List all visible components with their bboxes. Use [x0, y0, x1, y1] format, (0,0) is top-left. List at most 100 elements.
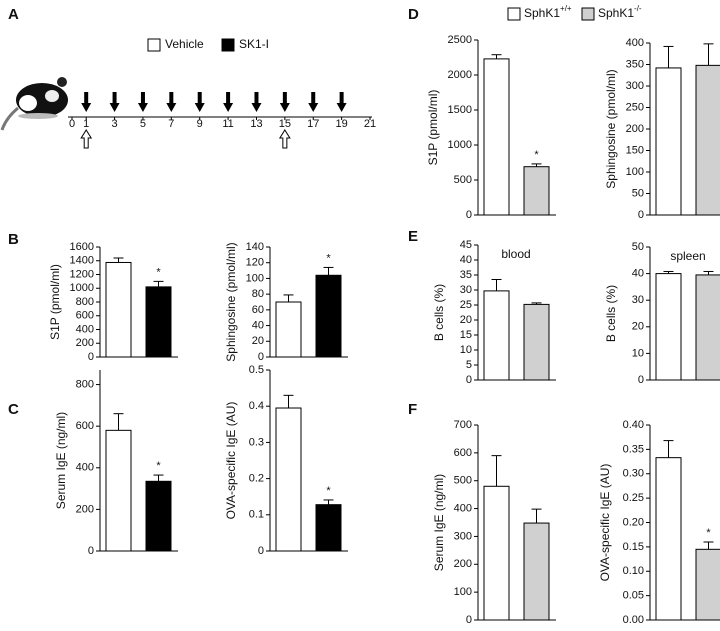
- timeline-tick-label: 0: [69, 118, 75, 130]
- y-tick-label: 400: [626, 37, 644, 49]
- timeline-tick-label: 17: [307, 118, 319, 130]
- y-tick-label: 250: [626, 101, 644, 113]
- bar: [275, 301, 302, 358]
- y-tick-label: 0: [638, 374, 644, 386]
- significance-mark: *: [706, 527, 711, 539]
- y-tick-label: 0.35: [623, 443, 644, 455]
- timeline-tick-label: 21: [364, 118, 376, 130]
- y-tick-label: 120: [246, 257, 264, 269]
- y-tick-label: 25: [460, 299, 472, 311]
- subtitle: spleen: [670, 249, 705, 263]
- y-tick-label: 2500: [448, 34, 472, 46]
- panel-label: F: [408, 401, 417, 418]
- timeline-tick-label: 5: [140, 118, 146, 130]
- y-tick-label: 0.30: [623, 468, 644, 480]
- y-tick-label: 500: [454, 475, 472, 487]
- y-tick-label: 0.3: [249, 436, 264, 448]
- timeline-tick-label: 19: [335, 118, 347, 130]
- significance-mark: *: [326, 485, 331, 497]
- legend-swatch: [221, 38, 235, 52]
- legend-label: SphK1+/+: [524, 4, 572, 20]
- y-tick-label: 1400: [70, 255, 94, 267]
- bar: [655, 273, 682, 381]
- y-tick-label: 30: [460, 284, 472, 296]
- y-tick-label: 700: [454, 419, 472, 431]
- y-tick-label: 0.4: [249, 400, 264, 412]
- y-axis-label: Sphingosine (pmol/ml): [224, 242, 238, 361]
- y-tick-label: 60: [252, 304, 264, 316]
- y-tick-label: 20: [632, 321, 644, 333]
- significance-mark: *: [156, 266, 161, 278]
- treatment-arrow: [166, 92, 177, 112]
- timeline-tick-label: 9: [197, 118, 203, 130]
- treatment-arrow: [137, 92, 148, 112]
- bar: [523, 522, 550, 621]
- y-tick-label: 0: [638, 209, 644, 221]
- timeline-tick-label: 15: [279, 118, 291, 130]
- y-tick-label: 0.15: [623, 541, 644, 553]
- y-tick-label: 1200: [70, 268, 94, 280]
- y-axis-label: OVA-specific IgE (AU): [224, 402, 238, 520]
- subtitle: blood: [501, 247, 530, 261]
- bar: [145, 480, 172, 552]
- treatment-arrow: [279, 92, 290, 112]
- y-tick-label: 40: [460, 254, 472, 266]
- y-tick-label: 0.2: [249, 473, 264, 485]
- y-tick-label: 50: [632, 241, 644, 253]
- y-tick-label: 45: [460, 239, 472, 251]
- bar: [483, 290, 510, 381]
- bar: [523, 166, 550, 216]
- y-tick-label: 40: [252, 319, 264, 331]
- y-tick-label: 0: [258, 545, 264, 557]
- y-tick-label: 0.00: [623, 614, 644, 626]
- legend-label: Vehicle: [165, 37, 204, 51]
- y-tick-label: 0: [88, 351, 94, 363]
- panel-label: D: [408, 6, 419, 23]
- y-tick-label: 0.05: [623, 590, 644, 602]
- treatment-arrow: [336, 92, 347, 112]
- significance-mark: *: [534, 149, 539, 161]
- y-tick-label: 300: [454, 530, 472, 542]
- bar: [695, 64, 720, 216]
- y-tick-label: 100: [454, 586, 472, 598]
- y-tick-label: 1600: [70, 241, 94, 253]
- y-axis-label: S1P (pmol/ml): [426, 90, 440, 166]
- y-tick-label: 2000: [448, 69, 472, 81]
- y-tick-label: 10: [460, 344, 472, 356]
- legend-label: SphK1-/-: [598, 4, 642, 20]
- y-tick-label: 1000: [448, 139, 472, 151]
- y-tick-label: 0.5: [249, 364, 264, 376]
- y-tick-label: 800: [76, 378, 94, 390]
- treatment-arrow: [251, 92, 262, 112]
- y-tick-label: 0.1: [249, 509, 264, 521]
- timeline-tick-label: 13: [250, 118, 262, 130]
- y-axis-label: Serum IgE (ng/ml): [54, 412, 68, 509]
- y-tick-label: 30: [632, 294, 644, 306]
- y-tick-label: 0: [466, 614, 472, 626]
- significance-mark: *: [326, 252, 331, 264]
- y-tick-label: 200: [454, 558, 472, 570]
- bar: [483, 485, 510, 621]
- bar: [695, 548, 720, 621]
- timeline-tick-label: 1: [83, 118, 89, 130]
- bar: [695, 274, 720, 381]
- y-axis-label: B cells (%): [604, 285, 618, 342]
- y-axis-label: Sphingosine (pmol/ml): [604, 69, 618, 188]
- y-tick-label: 100: [246, 272, 264, 284]
- panel-label: A: [8, 6, 19, 23]
- legend-label: SK1-I: [239, 37, 269, 51]
- y-axis-label: S1P (pmol/ml): [48, 264, 62, 340]
- y-axis-label: Serum IgE (ng/ml): [432, 474, 446, 571]
- y-tick-label: 0: [466, 374, 472, 386]
- y-tick-label: 5: [466, 359, 472, 371]
- legend-name: SphK1: [524, 6, 560, 20]
- y-tick-label: 600: [76, 310, 94, 322]
- y-tick-label: 1000: [70, 282, 94, 294]
- treatment-arrow: [109, 92, 120, 112]
- timeline-tick-label: 3: [112, 118, 118, 130]
- y-tick-label: 0.10: [623, 565, 644, 577]
- y-tick-label: 200: [76, 337, 94, 349]
- bar: [275, 407, 302, 552]
